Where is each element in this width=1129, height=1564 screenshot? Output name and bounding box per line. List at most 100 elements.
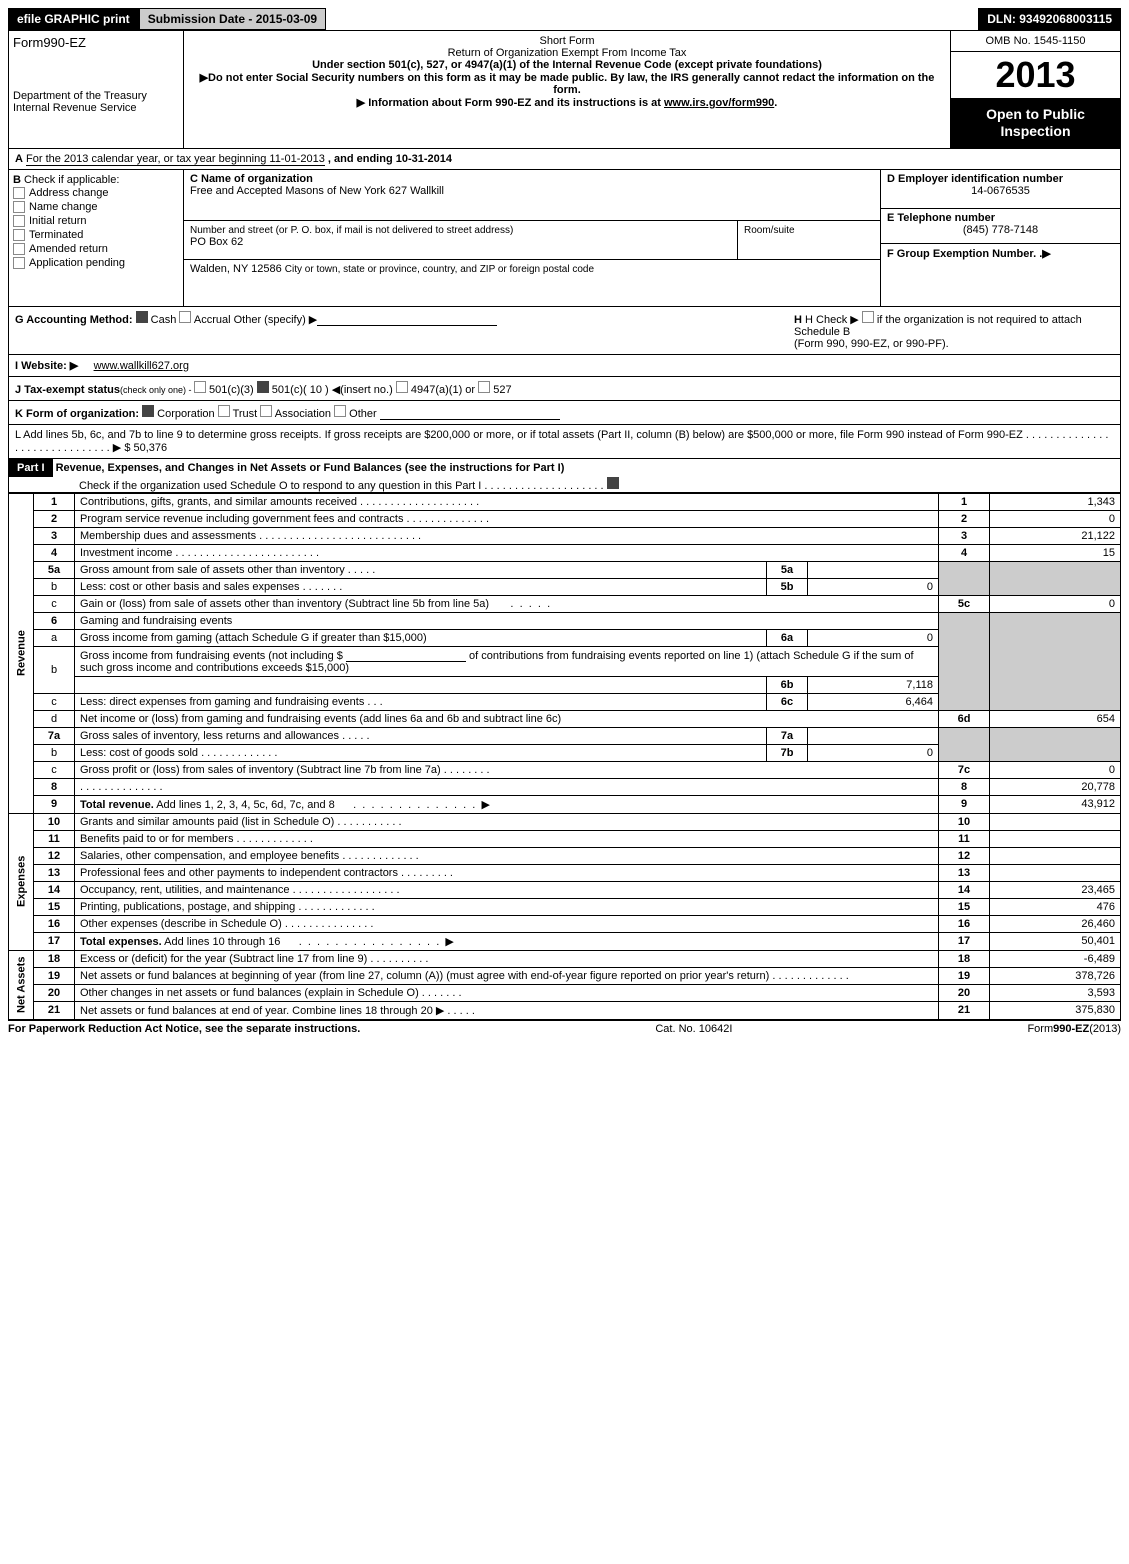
line2-value: 0	[990, 510, 1121, 527]
g-label: G Accounting Method:	[15, 314, 133, 326]
line15-value: 476	[990, 898, 1121, 915]
street-value: PO Box 62	[190, 236, 243, 248]
d-label: D Employer identification number	[887, 173, 1063, 185]
tax-year: 2013	[951, 52, 1120, 98]
part1-header: Part I Revenue, Expenses, and Changes in…	[8, 459, 1121, 493]
line19-value: 378,726	[990, 967, 1121, 984]
efile-button[interactable]: efile GRAPHIC print	[8, 8, 139, 30]
part1-table: Revenue 1 Contributions, gifts, grants, …	[8, 493, 1121, 1020]
netassets-section-label: Net Assets	[9, 950, 34, 1019]
org-name: Free and Accepted Masons of New York 627…	[190, 185, 444, 197]
line6a-value: 0	[808, 629, 939, 646]
checkbox-icon[interactable]	[478, 381, 490, 393]
website-link[interactable]: www.wallkill627.org	[94, 360, 189, 372]
e-label: E Telephone number	[887, 212, 995, 224]
irs-label: Internal Revenue Service	[13, 102, 179, 114]
checkbox-icon[interactable]	[179, 311, 191, 323]
form-note2: ▶ Information about Form 990-EZ and its …	[188, 96, 946, 109]
checkbox-icon[interactable]	[396, 381, 408, 393]
form-subtitle: Under section 501(c), 527, or 4947(a)(1)…	[188, 59, 946, 71]
line5a-value	[808, 561, 939, 578]
checkbox-icon[interactable]	[862, 311, 874, 323]
line5c-value: 0	[990, 595, 1121, 612]
checkbox-checked-icon[interactable]	[136, 311, 148, 323]
dln-label: DLN: 93492068003115	[978, 8, 1121, 30]
checkbox-icon	[13, 243, 25, 255]
checkbox-icon[interactable]	[194, 381, 206, 393]
line6b-value: 7,118	[808, 676, 939, 693]
expenses-section-label: Expenses	[9, 813, 34, 950]
h-sub: (Form 990, 990-EZ, or 990-PF).	[794, 338, 1114, 350]
checkbox-icon	[13, 229, 25, 241]
line16-value: 26,460	[990, 915, 1121, 932]
line1-value: 1,343	[990, 493, 1121, 510]
line-l: L Add lines 5b, 6c, and 7b to line 9 to …	[9, 424, 1120, 458]
check-initial-return[interactable]: Initial return	[13, 214, 179, 228]
phone-value: (845) 778-7148	[887, 224, 1114, 236]
line13-value	[990, 864, 1121, 881]
checkbox-icon[interactable]	[218, 405, 230, 417]
line11-value	[990, 830, 1121, 847]
checkbox-checked-icon	[607, 477, 619, 489]
room-label: Room/suite	[744, 225, 795, 236]
top-bar: efile GRAPHIC print Submission Date - 20…	[8, 8, 1121, 30]
h-label-pre: H Check ▶	[805, 314, 862, 326]
line12-value	[990, 847, 1121, 864]
checkbox-icon	[13, 215, 25, 227]
checkbox-icon	[13, 201, 25, 213]
footer-left: For Paperwork Reduction Act Notice, see …	[8, 1023, 360, 1035]
line6c-value: 6,464	[808, 693, 939, 710]
line18-value: -6,489	[990, 950, 1121, 967]
line6d-value: 654	[990, 710, 1121, 727]
line5b-value: 0	[808, 578, 939, 595]
submission-date: Submission Date - 2015-03-09	[139, 8, 326, 30]
revenue-section-label: Revenue	[9, 493, 34, 813]
form-number: Form990-EZ	[13, 35, 179, 50]
ein-value: 14-0676535	[887, 185, 1114, 197]
b-label: Check if applicable:	[24, 174, 119, 186]
form-header: Form990-EZ Department of the Treasury In…	[8, 30, 1121, 149]
check-amended-return[interactable]: Amended return	[13, 242, 179, 256]
irs-link[interactable]: www.irs.gov/form990	[664, 97, 774, 109]
f-label: F Group Exemption Number.	[887, 248, 1036, 260]
footer-mid: Cat. No. 10642I	[655, 1023, 732, 1035]
line14-value: 23,465	[990, 881, 1121, 898]
omb-number: OMB No. 1545-1150	[951, 31, 1120, 52]
line3-value: 21,122	[990, 527, 1121, 544]
section-a: A For the 2013 calendar year, or tax yea…	[8, 149, 1121, 459]
check-application-pending[interactable]: Application pending	[13, 256, 179, 270]
checkbox-checked-icon[interactable]	[257, 381, 269, 393]
footer: For Paperwork Reduction Act Notice, see …	[8, 1020, 1121, 1035]
checkbox-icon	[13, 187, 25, 199]
line7a-value	[808, 727, 939, 744]
line9-value: 43,912	[990, 795, 1121, 813]
line8-value: 20,778	[990, 778, 1121, 795]
checkbox-icon[interactable]	[260, 405, 272, 417]
check-name-change[interactable]: Name change	[13, 200, 179, 214]
i-label: I Website: ▶	[15, 360, 78, 372]
checkbox-checked-icon[interactable]	[142, 405, 154, 417]
form-title: Return of Organization Exempt From Incom…	[188, 47, 946, 59]
short-form-label: Short Form	[188, 35, 946, 47]
line20-value: 3,593	[990, 984, 1121, 1001]
checkbox-icon[interactable]	[334, 405, 346, 417]
line4-value: 15	[990, 544, 1121, 561]
street-label: Number and street (or P. O. box, if mail…	[190, 225, 513, 236]
line21-value: 375,830	[990, 1001, 1121, 1019]
k-label: K Form of organization:	[15, 408, 139, 420]
form-note1: ▶Do not enter Social Security numbers on…	[188, 71, 946, 96]
line-a-post: , and ending 10-31-2014	[328, 153, 452, 165]
j-label: J Tax-exempt status	[15, 384, 120, 396]
dept-label: Department of the Treasury	[13, 90, 179, 102]
line17-value: 50,401	[990, 932, 1121, 950]
line7c-value: 0	[990, 761, 1121, 778]
check-terminated[interactable]: Terminated	[13, 228, 179, 242]
checkbox-icon	[13, 257, 25, 269]
check-address-change[interactable]: Address change	[13, 186, 179, 200]
footer-right: Form990-EZ(2013)	[1027, 1023, 1121, 1035]
line7b-value: 0	[808, 744, 939, 761]
open-to-public: Open to Public Inspection	[951, 98, 1120, 148]
c-label: C Name of organization	[190, 173, 313, 185]
city-label: City or town, state or province, country…	[285, 264, 594, 275]
line-a-pre: For the 2013 calendar year, or tax year …	[26, 153, 325, 166]
